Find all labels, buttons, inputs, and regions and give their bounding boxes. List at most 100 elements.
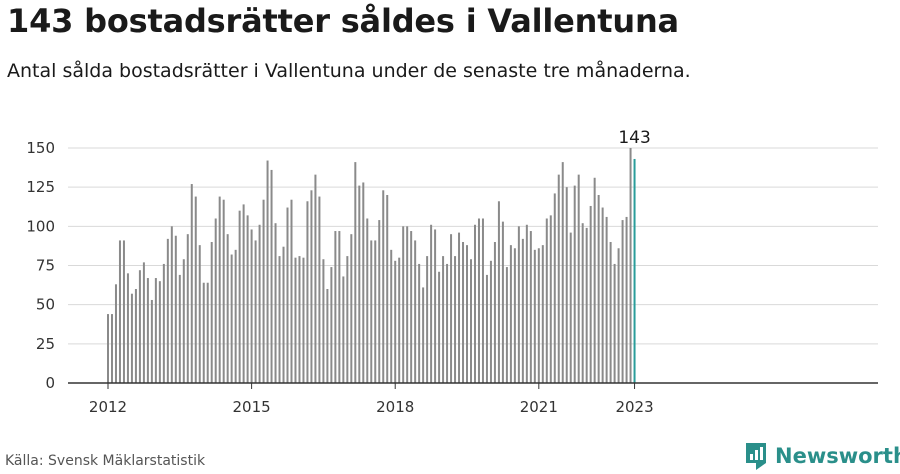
bar: [134, 289, 137, 383]
y-tick-label: 25: [36, 335, 55, 353]
bar: [509, 245, 512, 383]
bar: [458, 232, 461, 383]
y-tick-label: 50: [36, 296, 55, 314]
bar: [334, 231, 337, 383]
bar: [326, 289, 329, 383]
bar: [258, 224, 261, 383]
bar: [234, 249, 237, 383]
bar: [210, 242, 213, 383]
x-tick-label: 2015: [233, 398, 271, 416]
bar: [338, 231, 341, 383]
bar: [322, 259, 325, 383]
bar: [314, 174, 317, 383]
bar: [114, 284, 117, 383]
bar: [525, 224, 528, 383]
bar: [222, 199, 225, 383]
source-note: Källa: Svensk Mäklarstatistik: [5, 453, 206, 469]
bar: [462, 242, 465, 383]
bar: [545, 218, 548, 383]
bar: [358, 185, 361, 383]
bar: [422, 287, 425, 383]
bars: [107, 148, 636, 383]
bar: [597, 195, 600, 383]
bar: [390, 249, 393, 383]
bar: [246, 215, 249, 383]
bar: [346, 256, 349, 383]
bar: [481, 218, 484, 383]
bar: [282, 246, 285, 383]
bar: [529, 231, 532, 383]
y-tick-label: 150: [26, 139, 55, 157]
y-tick-label: 125: [26, 178, 55, 196]
bar: [442, 256, 445, 383]
bar: [286, 207, 289, 383]
bar: [118, 240, 121, 383]
bar: [370, 240, 373, 383]
bar: [469, 259, 472, 383]
bar: [485, 274, 488, 383]
bar: [569, 232, 572, 383]
bar: [621, 220, 624, 383]
bar: [394, 260, 397, 383]
gridlines: [68, 147, 878, 345]
bar: [406, 226, 409, 383]
bar: [497, 201, 500, 383]
bar: [374, 240, 377, 383]
bar: [386, 195, 389, 383]
bar: [302, 257, 305, 383]
chart-subtitle: Antal sålda bostadsrätter i Vallentuna u…: [7, 60, 691, 82]
bar: [541, 245, 544, 383]
bar: [218, 196, 221, 383]
bar: [473, 224, 476, 383]
x-tick-label: 2018: [376, 398, 414, 416]
bar: [158, 281, 161, 383]
bar: [493, 242, 496, 383]
bar: [605, 216, 608, 383]
bar: [362, 182, 365, 383]
bar: [350, 234, 353, 383]
bar: [206, 282, 209, 383]
bar: [122, 240, 125, 383]
bar: [130, 293, 133, 383]
bar: [629, 148, 632, 383]
x-axis: 2012 2015 2018 2021 2023: [68, 382, 878, 416]
newsworthy-icon: [746, 443, 766, 470]
bar: [477, 218, 480, 383]
bar: [577, 174, 580, 383]
bar: [466, 245, 469, 383]
bar: [294, 257, 297, 383]
bar: [138, 270, 141, 383]
bar: [585, 227, 588, 383]
bar: [414, 240, 417, 383]
bar: [262, 199, 265, 383]
bar: [565, 187, 568, 383]
bar: [107, 314, 109, 383]
bar: [557, 174, 560, 383]
bar: [146, 278, 149, 383]
bar: [366, 218, 369, 383]
bar: [250, 229, 253, 383]
bar: [178, 274, 181, 383]
bar: [142, 262, 145, 383]
bar: [202, 282, 205, 383]
bar: [162, 263, 165, 383]
y-tick-label: 100: [26, 217, 55, 235]
bar: [446, 263, 449, 383]
bar: [450, 234, 453, 383]
bar: [274, 223, 277, 383]
bar-highlight: [633, 158, 636, 383]
bar: [609, 242, 612, 383]
bar: [382, 190, 385, 383]
bar: [110, 314, 113, 383]
bar: [186, 234, 189, 383]
bar: [214, 218, 217, 383]
bar: [561, 162, 564, 383]
bar: [430, 224, 433, 383]
bar: [410, 231, 413, 383]
bar: [242, 204, 245, 383]
bar: [505, 267, 508, 383]
bar: [434, 229, 437, 383]
bar: [170, 226, 173, 383]
bar: [553, 193, 556, 383]
bar: [613, 263, 616, 383]
